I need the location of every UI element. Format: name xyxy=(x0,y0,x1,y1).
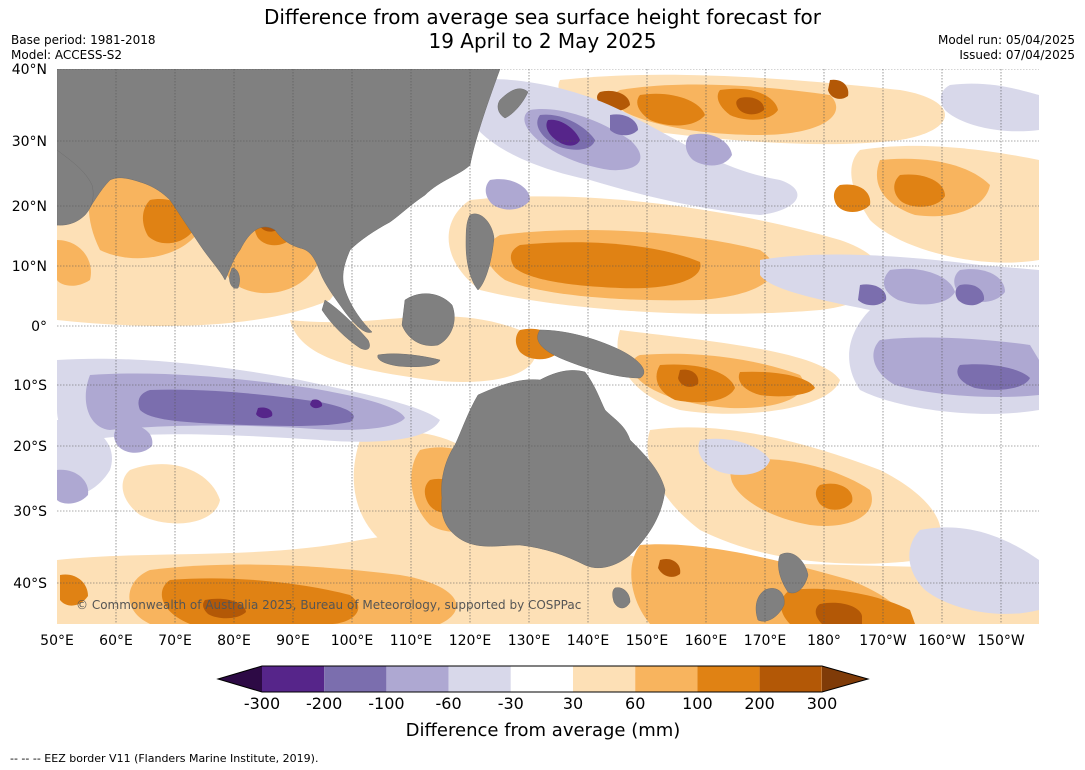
colorbar-outline xyxy=(216,665,870,693)
lat-label: 30°N xyxy=(12,134,47,150)
borneo-island xyxy=(401,293,455,346)
base-period-text: Base period: 1981-2018 xyxy=(11,33,156,47)
new-guinea-island xyxy=(537,329,645,379)
colorbar-tick-label: -200 xyxy=(306,694,342,713)
japan-islands xyxy=(497,88,529,119)
lat-label: 10°S xyxy=(13,378,47,394)
colorbar-segment xyxy=(386,666,449,692)
colorbar-tick-label: 100 xyxy=(682,694,713,713)
java-island xyxy=(377,353,441,367)
lon-label: 180° xyxy=(807,633,841,649)
lon-label: 160°E xyxy=(685,633,728,649)
colorbar-segment xyxy=(510,666,573,692)
asia-landmass xyxy=(57,69,501,333)
map-plot-area: © Commonwealth of Australia 2025, Bureau… xyxy=(57,69,1039,624)
colorbar-segment xyxy=(324,666,387,692)
lat-label: 20°N xyxy=(12,199,47,215)
colorbar-tick-label: -100 xyxy=(368,694,404,713)
lat-label: 40°N xyxy=(12,62,47,78)
colorbar-tick-label: 30 xyxy=(563,694,583,713)
land-masses xyxy=(57,69,809,622)
lat-label: 10°N xyxy=(12,259,47,275)
eez-border-note: -- -- -- EEZ border V11 (Flanders Marine… xyxy=(10,752,319,765)
model-name-text: Model: ACCESS-S2 xyxy=(11,48,123,62)
lat-label: 30°S xyxy=(13,504,47,520)
lon-label: 140°E xyxy=(567,633,610,649)
new-zealand-islands xyxy=(778,552,809,594)
lat-label: 0° xyxy=(31,319,47,335)
lon-label: 70°E xyxy=(158,633,192,649)
lon-label: 110°E xyxy=(390,633,433,649)
issued-date-text: Issued: 07/04/2025 xyxy=(959,48,1075,62)
colorbar-tick-label: -60 xyxy=(436,694,462,713)
graticule xyxy=(57,69,1039,624)
colorbar-tick-label: -30 xyxy=(498,694,524,713)
lon-label: 150°E xyxy=(626,633,669,649)
lon-label: 60°E xyxy=(99,633,133,649)
lon-label: 160°W xyxy=(918,633,966,649)
colorbar-segment xyxy=(448,666,511,692)
lon-label: 130°E xyxy=(508,633,551,649)
model-run-text: Model run: 05/04/2025 xyxy=(937,33,1075,47)
lon-label: 100°E xyxy=(331,633,374,649)
chart-title-line-2: 19 April to 2 May 2025 xyxy=(428,29,657,53)
lon-label: 170°E xyxy=(744,633,787,649)
colorbar-tick-label: 60 xyxy=(625,694,645,713)
latitude-labels: 40°N 30°N 20°N 10°N 0° 10°S 20°S 30°S 40… xyxy=(12,62,47,592)
tasmania-island xyxy=(612,587,631,609)
lon-label: 50°E xyxy=(40,633,74,649)
new-zealand-south-island xyxy=(755,588,785,622)
colorbar-title: Difference from average (mm) xyxy=(406,720,681,741)
colorbar-min-arrow xyxy=(218,666,262,692)
australia-continent xyxy=(441,370,666,569)
lon-label: 170°W xyxy=(859,633,907,649)
lat-label: 20°S xyxy=(13,439,47,455)
sri-lanka-island xyxy=(229,267,240,289)
copyright-credit: © Commonwealth of Australia 2025, Bureau… xyxy=(76,598,581,612)
colorbar-max-arrow xyxy=(822,666,868,692)
chart-title-line-1: Difference from average sea surface heig… xyxy=(263,5,822,29)
lat-label: 40°S xyxy=(13,576,47,592)
anomaly-200-300-regions xyxy=(203,79,862,624)
colorbar-tick-label: 200 xyxy=(744,694,775,713)
lon-label: 90°E xyxy=(276,633,310,649)
sumatra-island xyxy=(321,299,370,350)
lon-label: 120°E xyxy=(449,633,492,649)
anomaly-minus-200-300-regions xyxy=(256,119,580,419)
lon-label: 150°W xyxy=(977,633,1025,649)
colorbar-segment xyxy=(262,666,325,692)
colorbar-tick-label: 300 xyxy=(807,694,838,713)
longitude-labels: 50°E 60°E 70°E 80°E 90°E 100°E 110°E 120… xyxy=(40,633,1025,649)
colorbar-segment xyxy=(697,666,760,692)
colorbar-tick-label: -300 xyxy=(244,694,280,713)
arabian-peninsula xyxy=(57,149,94,226)
philippines-islands xyxy=(465,213,495,291)
colorbar-segment xyxy=(759,666,822,692)
lon-label: 80°E xyxy=(217,633,251,649)
colorbar-legend: -300 -200 -100 -60 -30 30 60 100 200 300… xyxy=(216,665,870,741)
colorbar-segment xyxy=(635,666,698,692)
colorbar-segment xyxy=(573,666,636,692)
